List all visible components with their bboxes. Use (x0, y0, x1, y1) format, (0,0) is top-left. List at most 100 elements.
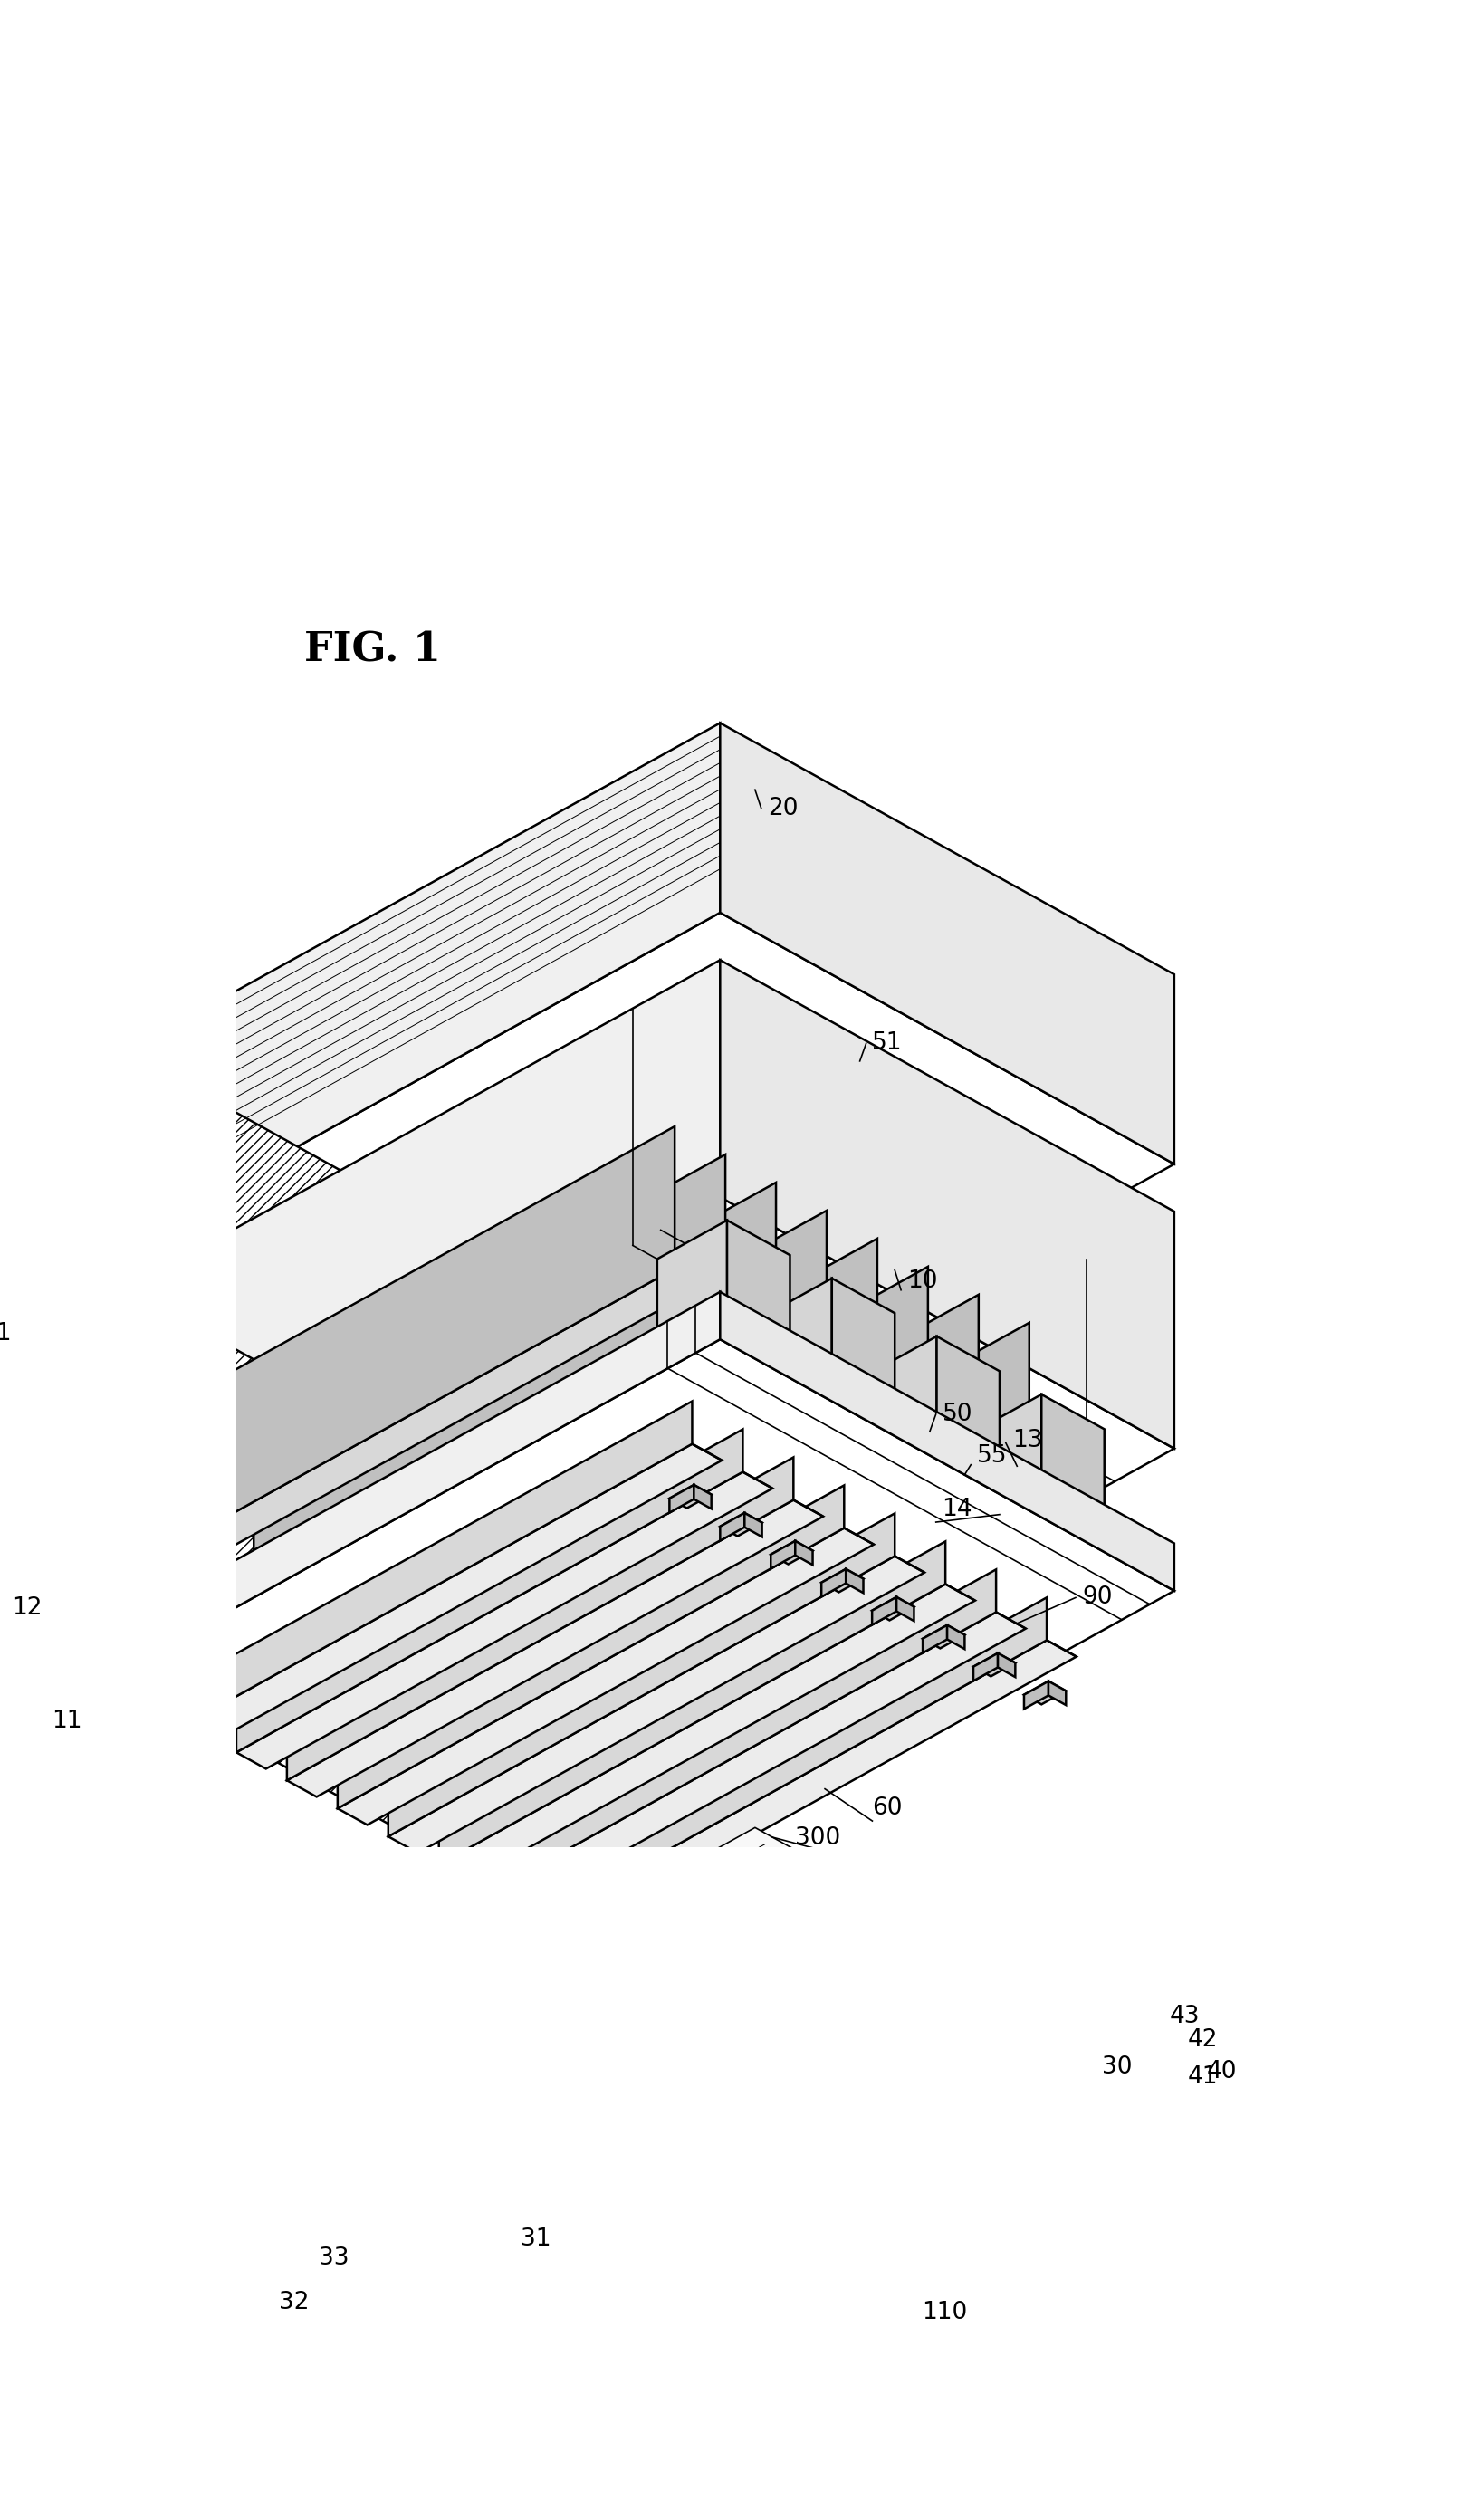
Polygon shape (727, 1220, 789, 1350)
Polygon shape (580, 1828, 841, 1972)
Polygon shape (657, 1315, 789, 1388)
Polygon shape (693, 1485, 711, 1510)
Polygon shape (831, 1278, 895, 1408)
Polygon shape (337, 1528, 873, 1825)
Polygon shape (922, 1625, 947, 1653)
Polygon shape (405, 2250, 580, 2500)
Polygon shape (335, 2240, 405, 2350)
Polygon shape (761, 1278, 831, 1412)
Polygon shape (877, 1960, 1156, 2112)
Polygon shape (335, 2272, 475, 2350)
Polygon shape (126, 1292, 720, 1668)
Polygon shape (974, 1653, 1015, 1678)
Polygon shape (871, 1598, 914, 1620)
Text: 10: 10 (907, 1270, 936, 1292)
Polygon shape (981, 1978, 1156, 2097)
Polygon shape (405, 1940, 965, 2440)
Polygon shape (720, 960, 1174, 1447)
Polygon shape (506, 1437, 1008, 1715)
Polygon shape (668, 1862, 841, 1972)
Polygon shape (843, 1528, 873, 1545)
Polygon shape (821, 1570, 846, 1598)
Polygon shape (877, 1960, 981, 2035)
Polygon shape (770, 1540, 812, 1565)
Text: 20: 20 (767, 798, 797, 820)
Polygon shape (545, 2105, 580, 2242)
Polygon shape (558, 1322, 1028, 1725)
Polygon shape (214, 1602, 266, 1727)
Polygon shape (126, 960, 720, 1525)
Polygon shape (669, 1485, 693, 1512)
Polygon shape (971, 1490, 1104, 1562)
Polygon shape (1024, 1680, 1066, 1705)
Polygon shape (792, 1500, 822, 1517)
Polygon shape (304, 1182, 776, 1585)
Polygon shape (387, 1555, 925, 1852)
Polygon shape (1046, 1640, 1076, 1658)
Text: 11: 11 (52, 1710, 82, 1732)
Polygon shape (490, 1570, 996, 1892)
Polygon shape (742, 1472, 772, 1487)
Text: 55: 55 (976, 1445, 1006, 1467)
Text: 33: 33 (318, 2248, 349, 2270)
Text: 300: 300 (794, 1825, 840, 1850)
Polygon shape (657, 1220, 727, 1355)
Text: 42: 42 (1187, 2028, 1217, 2052)
Polygon shape (896, 1598, 914, 1620)
Polygon shape (720, 1292, 1174, 1590)
Polygon shape (1048, 1680, 1066, 1705)
Polygon shape (877, 1978, 1156, 2132)
Polygon shape (126, 722, 720, 1242)
Polygon shape (545, 2125, 614, 2282)
Polygon shape (126, 1340, 1174, 1920)
Polygon shape (405, 2130, 1138, 2500)
Text: 30: 30 (1101, 2055, 1131, 2080)
Polygon shape (387, 1512, 895, 1838)
Polygon shape (286, 1500, 822, 1797)
Polygon shape (743, 1512, 761, 1538)
Polygon shape (971, 1395, 1040, 1528)
Polygon shape (877, 1978, 981, 2060)
Polygon shape (506, 1295, 978, 1698)
Polygon shape (936, 1338, 999, 1465)
Polygon shape (761, 1373, 895, 1447)
Text: 43: 43 (1168, 2005, 1199, 2028)
Polygon shape (1040, 1395, 1104, 1525)
Polygon shape (877, 2002, 1156, 2158)
Polygon shape (490, 1612, 1025, 1910)
Polygon shape (770, 1540, 795, 1570)
Polygon shape (214, 1698, 475, 1842)
Polygon shape (669, 1485, 711, 1507)
Polygon shape (974, 1653, 997, 1680)
Polygon shape (236, 1472, 772, 1770)
Polygon shape (126, 1620, 580, 1920)
Polygon shape (126, 1198, 1174, 1777)
Polygon shape (236, 1430, 742, 1752)
Text: 40: 40 (1206, 2060, 1236, 2082)
Polygon shape (439, 1585, 975, 1880)
Polygon shape (439, 1542, 945, 1865)
Polygon shape (867, 1430, 999, 1505)
Polygon shape (405, 1987, 1051, 2345)
Polygon shape (456, 1268, 928, 1670)
Polygon shape (254, 1298, 754, 1575)
Text: 14: 14 (942, 1498, 972, 1522)
Polygon shape (965, 1940, 1138, 2228)
Text: 13: 13 (1012, 1428, 1042, 1452)
Polygon shape (981, 1960, 1156, 2075)
Polygon shape (821, 1570, 862, 1592)
Polygon shape (558, 1465, 1058, 1742)
Polygon shape (997, 1653, 1015, 1678)
Polygon shape (947, 1625, 965, 1650)
Polygon shape (540, 1640, 1076, 1938)
Text: 31: 31 (521, 2228, 551, 2250)
Polygon shape (540, 1598, 1046, 1920)
Polygon shape (922, 1625, 965, 1648)
Polygon shape (720, 1512, 743, 1540)
Polygon shape (126, 912, 1174, 1492)
Circle shape (605, 1038, 625, 1058)
Polygon shape (186, 1400, 692, 1725)
Polygon shape (203, 1128, 674, 1530)
Polygon shape (126, 1052, 580, 1492)
Text: FIG. 1: FIG. 1 (304, 630, 441, 670)
